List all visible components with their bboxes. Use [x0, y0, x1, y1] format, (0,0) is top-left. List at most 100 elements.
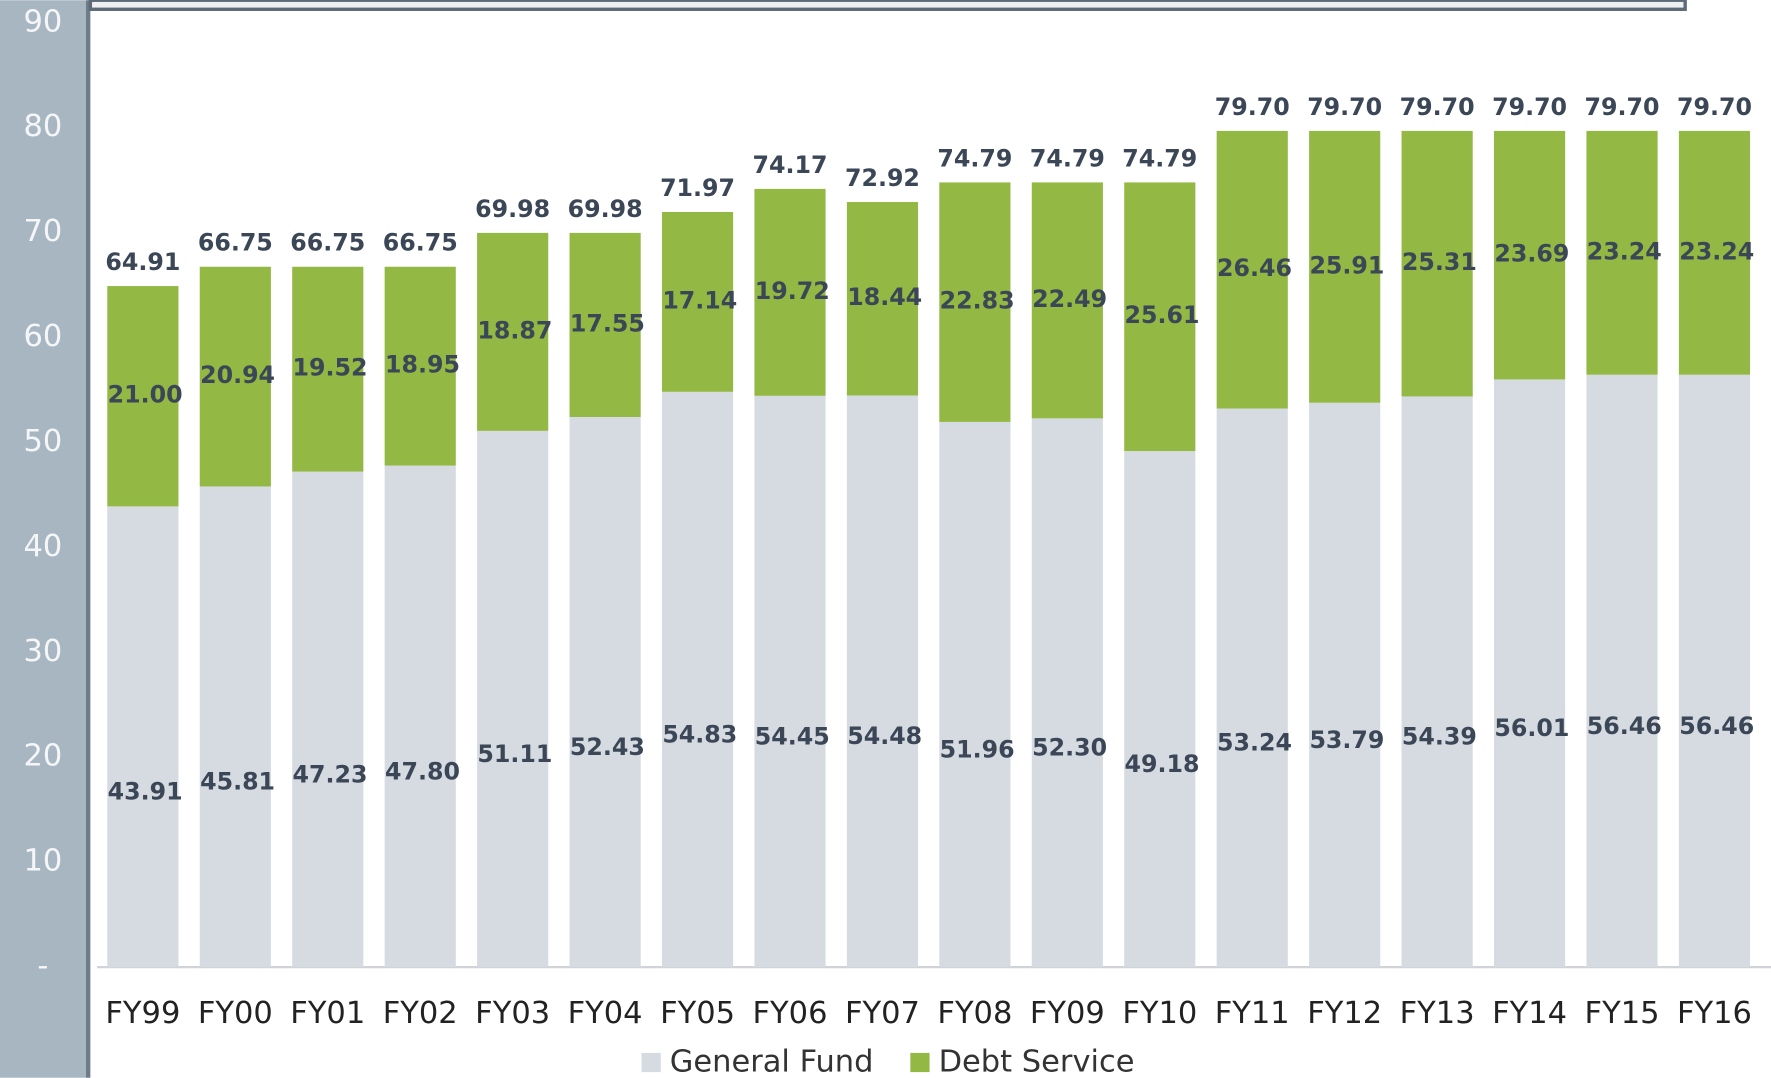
total-label: 74.17	[753, 151, 828, 179]
total-label: 69.98	[568, 195, 643, 223]
bar-segment	[1309, 130, 1381, 403]
bar-segment	[1031, 418, 1103, 968]
y-tick-label: 80	[24, 109, 63, 144]
bar-segment	[107, 286, 179, 507]
bar-segment	[754, 188, 826, 396]
y-tick-label: 30	[24, 634, 63, 669]
total-label: 79.70	[1677, 93, 1752, 121]
x-tick-label: FY07	[845, 996, 920, 1031]
legend-swatch	[910, 1052, 930, 1073]
bar-segment	[477, 430, 549, 968]
bar-segment	[107, 506, 179, 968]
total-label: 66.75	[290, 229, 365, 257]
data-label: 54.83	[662, 720, 737, 748]
data-label: 52.30	[1032, 734, 1107, 762]
bar-segment	[754, 395, 826, 968]
y-tick-label: 90	[24, 4, 63, 39]
bar-segment	[569, 416, 641, 968]
bar-segment	[384, 266, 456, 466]
y-tick-label: 60	[24, 319, 63, 354]
x-tick-label: FY09	[1030, 996, 1105, 1031]
legend-label: General Fund	[670, 1045, 874, 1078]
data-label: 49.18	[1125, 750, 1200, 778]
data-label: 43.91	[108, 778, 183, 806]
data-label: 56.46	[1679, 712, 1754, 740]
data-label: 23.24	[1587, 237, 1662, 265]
total-label: 79.70	[1307, 93, 1382, 121]
total-label: 79.70	[1492, 93, 1567, 121]
x-tick-label: FY02	[383, 996, 458, 1031]
bar-segment	[1493, 379, 1566, 968]
x-tick-label: FY14	[1492, 996, 1567, 1031]
data-label: 18.87	[477, 316, 552, 344]
data-label: 53.24	[1217, 729, 1292, 757]
bar-segment	[1124, 182, 1196, 452]
bar-segment	[939, 421, 1011, 968]
total-label: 79.70	[1400, 93, 1475, 121]
bar-segment	[292, 471, 364, 968]
total-label: 71.97	[660, 174, 735, 202]
data-label: 52.43	[570, 733, 645, 761]
x-tick-label: FY03	[475, 996, 550, 1031]
data-label: 53.79	[1309, 726, 1384, 754]
data-label: 21.00	[108, 381, 183, 409]
data-label: 23.69	[1494, 240, 1569, 268]
data-label: 18.44	[847, 283, 922, 311]
x-tick-label: FY11	[1215, 996, 1290, 1031]
bar-segment	[569, 232, 641, 417]
bar-segment	[846, 202, 919, 396]
data-label: 54.39	[1402, 723, 1477, 751]
total-label: 79.70	[1215, 93, 1290, 121]
axis-panel	[0, 0, 86, 1078]
bar-segment	[199, 266, 271, 487]
y-tick-label: 10	[24, 844, 63, 879]
x-tick-label: FY06	[753, 996, 828, 1031]
total-label: 74.79	[1122, 144, 1197, 172]
x-tick-label: FY99	[105, 996, 180, 1031]
data-label: 17.14	[662, 286, 737, 314]
x-tick-label: FY12	[1307, 996, 1382, 1031]
bar-segment	[1586, 374, 1658, 968]
bar-segment	[1586, 130, 1658, 375]
data-label: 19.52	[293, 354, 368, 382]
x-tick-label: FY01	[290, 996, 365, 1031]
data-label: 22.83	[940, 287, 1015, 315]
data-label: 25.31	[1402, 248, 1477, 276]
x-tick-label: FY13	[1400, 996, 1475, 1031]
data-label: 47.80	[385, 757, 460, 785]
data-label: 56.46	[1587, 712, 1662, 740]
total-label: 66.75	[198, 229, 273, 257]
y-tick-label: 70	[24, 214, 63, 249]
x-tick-label: FY00	[198, 996, 273, 1031]
frame-top	[88, 0, 1687, 11]
x-tick-label: FY04	[568, 996, 643, 1031]
bar-segment	[292, 266, 364, 472]
data-label: 47.23	[293, 760, 368, 788]
bar-segment	[1401, 130, 1473, 397]
total-label: 74.79	[1030, 144, 1105, 172]
bar-segment	[384, 465, 456, 968]
y-tick-label: -	[37, 949, 48, 984]
total-label: 79.70	[1585, 93, 1660, 121]
y-tick-label: 40	[24, 529, 63, 564]
bar-segment	[1678, 130, 1751, 375]
axis-panel-edge	[85, 0, 91, 1078]
bar-segment	[477, 232, 549, 431]
bar-segment	[1493, 130, 1566, 380]
bar-segment	[661, 211, 734, 392]
x-tick-label: FY15	[1585, 996, 1660, 1031]
bar-segment	[661, 391, 734, 968]
y-tick-label: 20	[24, 739, 63, 774]
data-label: 17.55	[570, 309, 645, 337]
data-label: 23.24	[1679, 237, 1754, 265]
total-label: 74.79	[937, 144, 1012, 172]
data-label: 56.01	[1494, 714, 1569, 742]
legend-swatch	[641, 1052, 661, 1073]
data-label: 18.95	[385, 351, 460, 379]
total-label: 72.92	[845, 164, 920, 192]
data-label: 25.61	[1125, 301, 1200, 329]
x-tick-label: FY10	[1122, 996, 1197, 1031]
bar-segment	[1678, 374, 1751, 968]
data-label: 25.91	[1309, 251, 1384, 279]
